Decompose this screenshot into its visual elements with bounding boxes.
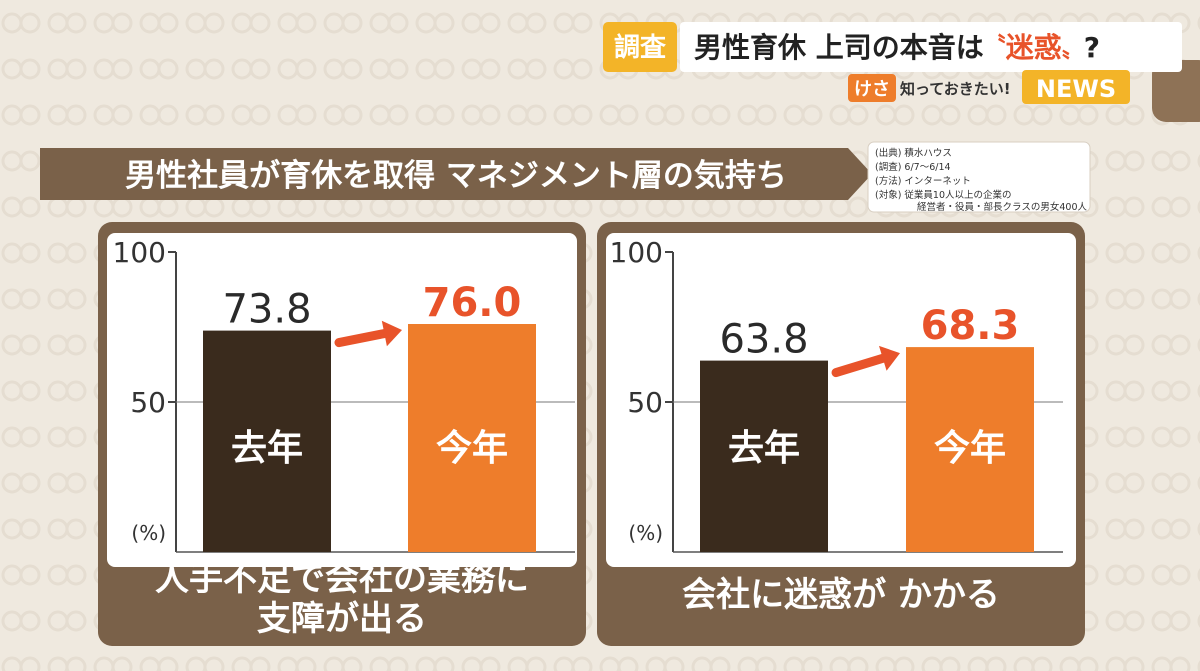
bar-value-label: 76.0 (423, 280, 522, 326)
trend-arrow-head (381, 320, 402, 347)
source-line-5: 経営者・役員・部長クラスの男女400人 (917, 201, 1087, 213)
bar-this-year (408, 324, 536, 552)
source-line-4: (対象) 従業員10人以上の企業の (875, 189, 1012, 201)
brand-badge-text: けさ (854, 79, 890, 100)
trend-arrow-head (878, 345, 900, 371)
bar-last-year (203, 330, 331, 552)
tag-badge (603, 22, 677, 72)
y-tick-label: 100 (113, 236, 166, 269)
unit-label: (%) (628, 521, 663, 545)
bar-category-label: 去年 (231, 428, 303, 469)
brand-tagline: 知っておきたい! (900, 80, 1011, 98)
bar-category-label: 今年 (436, 428, 508, 469)
panel-caption-line: 人手不足で会社の業務に (155, 559, 529, 599)
trend-arrow-shaft (334, 329, 389, 348)
y-tick-label: 50 (627, 386, 663, 419)
y-tick-label: 50 (130, 386, 166, 419)
bar-value-label: 68.3 (921, 303, 1020, 349)
bar-value-label: 73.8 (222, 287, 311, 333)
decor-wood-block (1152, 60, 1200, 122)
headline-box (680, 22, 1182, 72)
source-line-2: (調査) 6/7〜6/14 (875, 161, 951, 173)
brand-badge (848, 74, 896, 102)
panel-caption-line: 会社に迷惑が かかる (682, 575, 1000, 615)
source-line-1: (出典) 積水ハウス (875, 147, 952, 159)
source-line-3: (方法) インターネット (875, 175, 971, 187)
chart-title: 男性社員が育休を取得 マネジメント層の気持ち (125, 158, 787, 194)
brand-news: NEWS (1036, 75, 1116, 103)
panel-caption-line: 支障が出る (257, 599, 427, 639)
bar-last-year (700, 360, 828, 552)
source-note-box (867, 141, 1091, 213)
bar-value-label: 63.8 (719, 317, 808, 363)
bar-this-year (906, 347, 1034, 552)
headline: 男性育休 上司の本音は〝迷惑〟? (694, 31, 1100, 64)
chart-panel-right: 100 50 (%) 去年 63.8 今年 68.3 会社に迷惑が かかる (597, 222, 1085, 646)
title-banner (40, 148, 872, 200)
unit-label: (%) (131, 521, 166, 545)
tag-label: 調査 (614, 32, 666, 63)
bar-category-label: 今年 (934, 428, 1006, 469)
trend-arrow-shaft (831, 353, 888, 378)
brand-news-box (1022, 70, 1130, 104)
y-tick-label: 100 (610, 236, 663, 269)
bar-category-label: 去年 (728, 428, 800, 469)
